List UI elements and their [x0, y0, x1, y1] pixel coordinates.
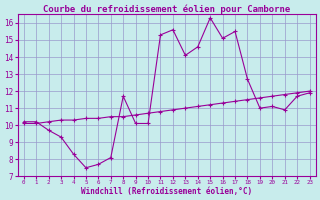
Title: Courbe du refroidissement éolien pour Camborne: Courbe du refroidissement éolien pour Ca… [43, 4, 290, 14]
X-axis label: Windchill (Refroidissement éolien,°C): Windchill (Refroidissement éolien,°C) [81, 187, 252, 196]
